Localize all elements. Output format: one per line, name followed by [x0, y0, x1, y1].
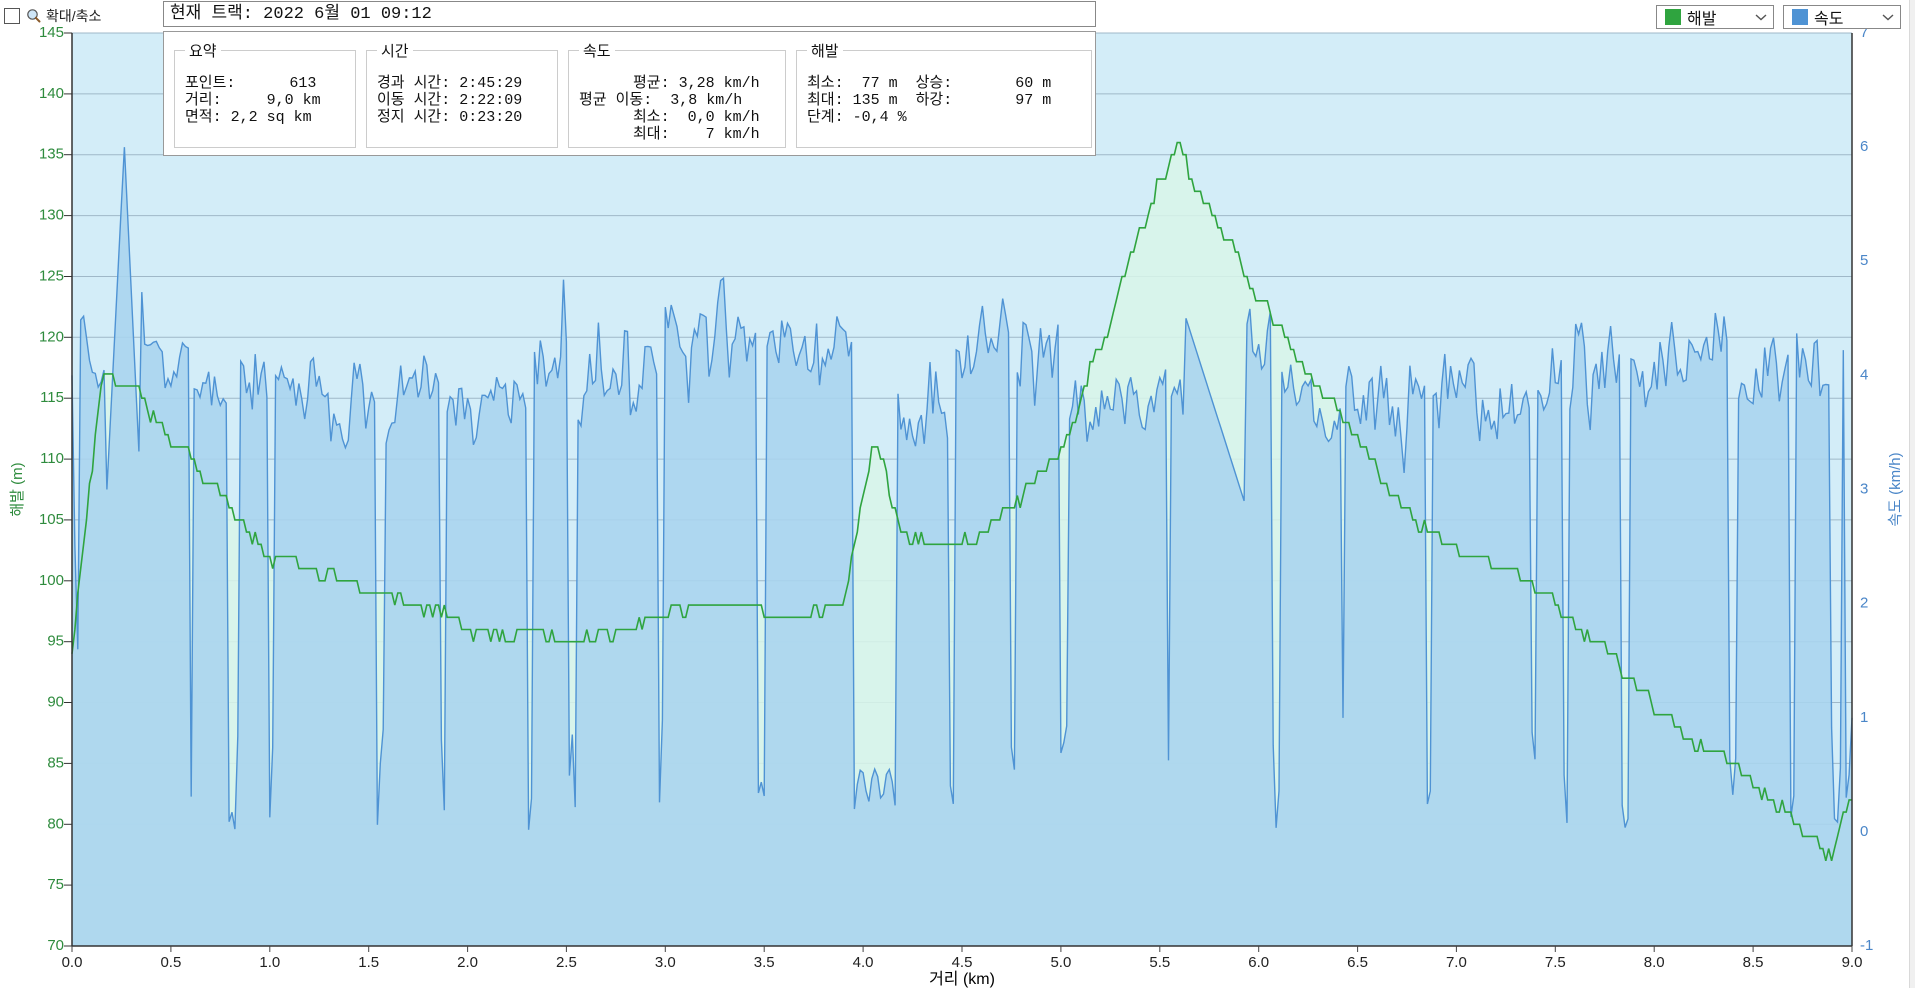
svg-text:-1: -1 — [1860, 937, 1873, 954]
svg-text:0: 0 — [1860, 823, 1868, 840]
svg-text:1.5: 1.5 — [358, 954, 379, 971]
svg-text:90: 90 — [47, 694, 64, 711]
svg-text:속도 (km/h): 속도 (km/h) — [1887, 452, 1904, 526]
svg-text:9.0: 9.0 — [1842, 954, 1863, 971]
svg-text:8.0: 8.0 — [1644, 954, 1665, 971]
svg-text:130: 130 — [39, 207, 64, 224]
svg-text:3.5: 3.5 — [754, 954, 775, 971]
svg-text:4: 4 — [1860, 366, 1868, 383]
svg-text:3.0: 3.0 — [655, 954, 676, 971]
svg-text:해발 (m): 해발 (m) — [9, 462, 26, 516]
svg-text:5.0: 5.0 — [1050, 954, 1071, 971]
svg-text:125: 125 — [39, 268, 64, 285]
svg-text:80: 80 — [47, 815, 64, 832]
svg-text:120: 120 — [39, 328, 64, 345]
svg-text:5.5: 5.5 — [1149, 954, 1170, 971]
svg-text:110: 110 — [40, 450, 64, 467]
svg-text:75: 75 — [47, 876, 64, 893]
svg-text:6.0: 6.0 — [1248, 954, 1269, 971]
svg-text:7.0: 7.0 — [1446, 954, 1467, 971]
svg-text:8.5: 8.5 — [1743, 954, 1764, 971]
svg-text:거리 (km): 거리 (km) — [929, 970, 995, 988]
svg-text:5: 5 — [1860, 252, 1868, 269]
svg-text:0.0: 0.0 — [62, 954, 83, 971]
svg-text:2.0: 2.0 — [457, 954, 478, 971]
svg-text:3: 3 — [1860, 481, 1868, 498]
svg-text:145: 145 — [39, 24, 64, 41]
svg-text:6: 6 — [1860, 138, 1868, 155]
svg-text:105: 105 — [39, 511, 64, 528]
svg-text:7.5: 7.5 — [1545, 954, 1566, 971]
svg-text:100: 100 — [39, 572, 64, 589]
svg-text:85: 85 — [47, 754, 64, 771]
svg-text:115: 115 — [40, 389, 64, 406]
svg-text:2: 2 — [1860, 595, 1868, 612]
svg-text:95: 95 — [47, 633, 64, 650]
svg-text:70: 70 — [47, 937, 64, 954]
svg-text:0.5: 0.5 — [160, 954, 181, 971]
svg-text:6.5: 6.5 — [1347, 954, 1368, 971]
svg-text:1.0: 1.0 — [259, 954, 280, 971]
svg-text:2.5: 2.5 — [556, 954, 577, 971]
svg-text:4.0: 4.0 — [853, 954, 874, 971]
svg-text:4.5: 4.5 — [952, 954, 973, 971]
svg-text:135: 135 — [39, 146, 64, 163]
svg-text:140: 140 — [39, 85, 64, 102]
svg-text:1: 1 — [1860, 709, 1868, 726]
